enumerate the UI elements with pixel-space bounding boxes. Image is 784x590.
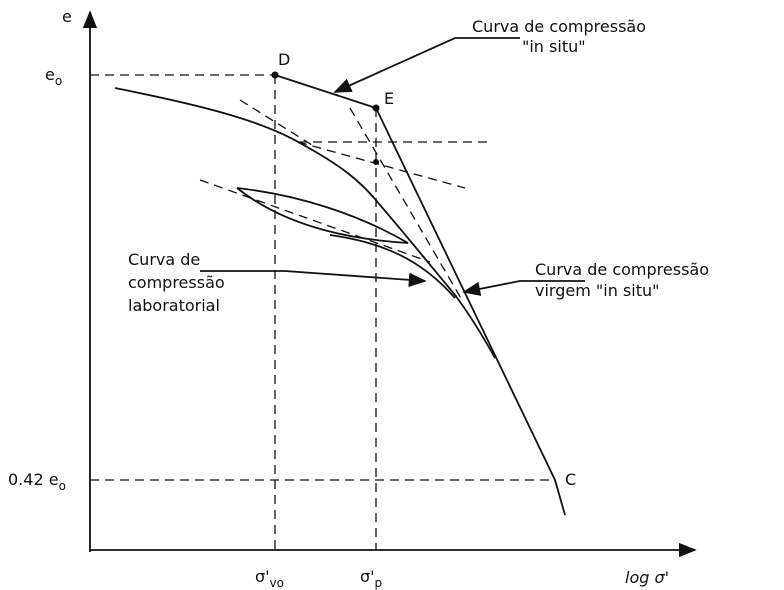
annotation-in-situ: Curva de compressão "in situ"	[333, 17, 646, 93]
text: compressão	[128, 273, 225, 292]
text: e	[49, 470, 59, 489]
text: virgem "in situ"	[535, 281, 659, 300]
text: "in situ"	[522, 37, 586, 56]
text: Curva de compressão	[535, 260, 709, 279]
text: o	[55, 74, 62, 88]
text: p	[375, 576, 383, 590]
construction-lines	[90, 74, 555, 550]
axes	[82, 10, 697, 558]
text: laboratorial	[128, 296, 220, 315]
text: e	[45, 65, 55, 84]
text: vo	[270, 576, 284, 590]
sigma-p-label: σ'p	[360, 567, 382, 590]
point-label: C	[565, 470, 576, 489]
point-label: D	[278, 50, 290, 69]
lab-curve	[114, 87, 496, 359]
y-axis-label: e	[62, 7, 72, 26]
annotation-laboratory: Curva de compressão laboratorial	[128, 250, 427, 315]
annotation-virgin: Curva de compressão virgem "in situ"	[462, 260, 709, 300]
text: o	[59, 479, 66, 493]
text: Curva de	[128, 250, 200, 269]
text: Curva de compressão	[472, 17, 646, 36]
042e0-label: 0.42 eo	[8, 470, 66, 493]
text: 0.42	[8, 470, 49, 489]
in-situ-curve	[271, 71, 566, 516]
e0-label: eo	[45, 65, 62, 88]
text: σ'	[360, 567, 375, 586]
point-label: E	[384, 89, 394, 108]
sigma-vo-label: σ'vo	[255, 567, 284, 590]
x-axis-label: log σ'	[625, 568, 669, 587]
text: σ'	[255, 567, 270, 586]
